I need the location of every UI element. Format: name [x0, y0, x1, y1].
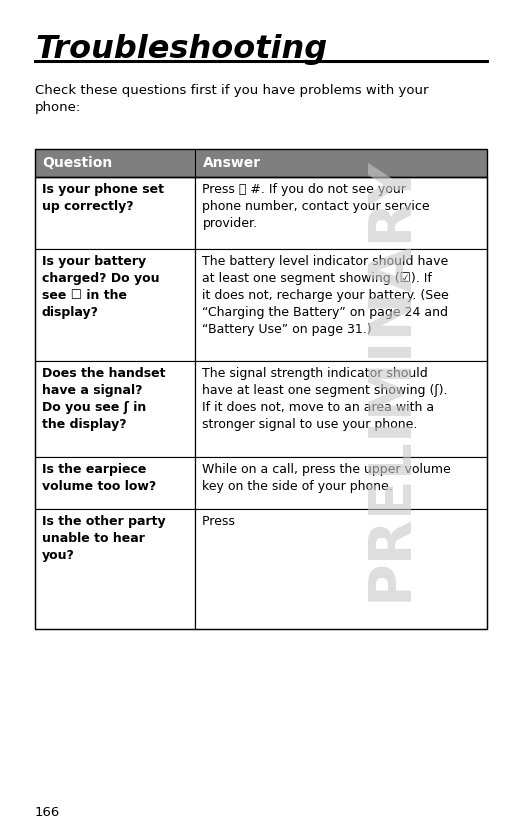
- Text: Check these questions first if you have problems with your
phone:: Check these questions first if you have …: [35, 84, 428, 114]
- Bar: [35, 149, 487, 177]
- Bar: [35, 177, 196, 249]
- Text: Is your battery
charged? Do you
see ☐ in the
display?: Is your battery charged? Do you see ☐ in…: [42, 255, 160, 319]
- Text: Answer: Answer: [202, 156, 261, 170]
- Text: Press Ⓜ #. If you do not see your
phone number, contact your service
provider.: Press Ⓜ #. If you do not see your phone …: [202, 183, 430, 230]
- Text: The signal strength indicator should
have at least one segment showing (ʃ).
If i: The signal strength indicator should hav…: [202, 367, 448, 431]
- Text: Is the other party
unable to hear
you?: Is the other party unable to hear you?: [42, 515, 166, 562]
- Text: Is your phone set
up correctly?: Is your phone set up correctly?: [42, 183, 164, 213]
- Text: Question: Question: [42, 156, 112, 170]
- Bar: [196, 509, 487, 629]
- Text: Does the handset
have a signal?
Do you see ʃ in
the display?: Does the handset have a signal? Do you s…: [42, 367, 165, 431]
- Text: Troubleshooting: Troubleshooting: [35, 34, 327, 65]
- Text: Press: Press: [202, 515, 239, 528]
- Text: Is the earpiece
volume too low?: Is the earpiece volume too low?: [42, 463, 156, 493]
- Text: 166: 166: [35, 806, 60, 819]
- Text: PRELIMINARY: PRELIMINARY: [361, 157, 418, 602]
- Text: The battery level indicator should have
at least one segment showing (☑). If
it : The battery level indicator should have …: [202, 255, 449, 336]
- Bar: [196, 361, 487, 457]
- Bar: [35, 249, 196, 361]
- Bar: [35, 361, 196, 457]
- Bar: [35, 509, 196, 629]
- Text: While on a call, press the upper volume
key on the side of your phone.: While on a call, press the upper volume …: [202, 463, 451, 493]
- Bar: [196, 249, 487, 361]
- Bar: [196, 177, 487, 249]
- Bar: [35, 457, 196, 509]
- Bar: [196, 457, 487, 509]
- Bar: [35, 149, 487, 177]
- Bar: [35, 177, 487, 629]
